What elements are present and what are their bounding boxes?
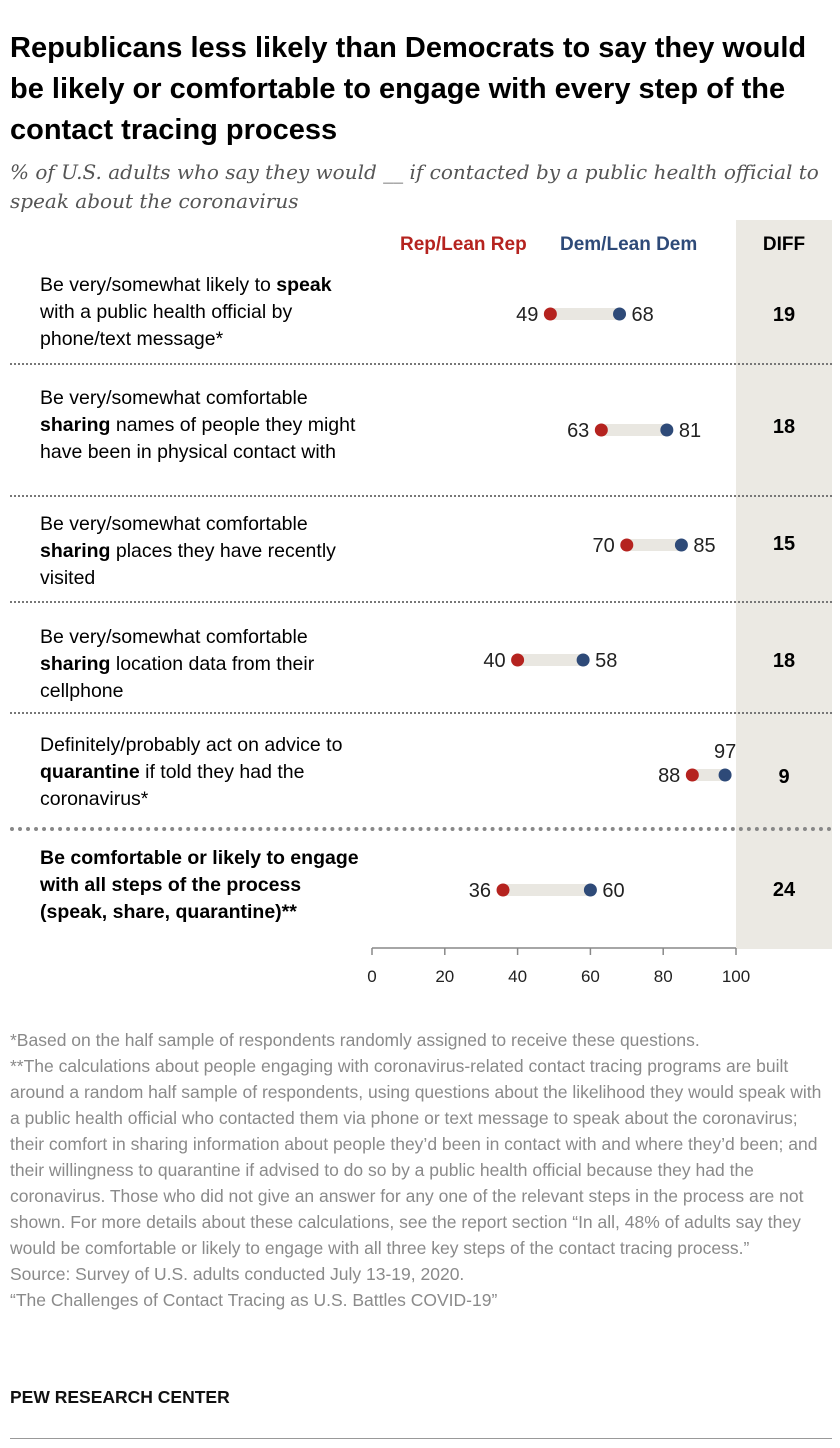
x-tick-label: 80 <box>654 967 673 986</box>
row-label-all-steps: Be comfortable or likely to engage with … <box>40 847 359 923</box>
dem-dot <box>674 538 688 552</box>
rep-value-label: 40 <box>483 650 505 672</box>
brand-logo-text: PEW RESEARCH CENTER <box>10 1387 230 1407</box>
row-separator <box>10 712 832 714</box>
dem-value-label: 81 <box>679 420 701 442</box>
diff-value: 18 <box>772 416 796 438</box>
row-label-sharing-names: Be very/somewhat comfortable sharing nam… <box>40 387 356 463</box>
summary-separator <box>10 827 832 831</box>
diff-value: 18 <box>772 650 796 672</box>
row-label-quarantine: Definitely/probably act on advice to qua… <box>40 734 343 810</box>
diff-header: DIFF <box>762 234 806 255</box>
dem-value-label: 85 <box>693 535 715 557</box>
legend-dem: Dem/Lean Dem <box>560 234 698 255</box>
rep-dot <box>496 883 510 897</box>
x-tick-label: 60 <box>581 967 600 986</box>
dem-dot <box>576 653 590 667</box>
chart-subtitle: % of U.S. adults who say they would __ i… <box>10 160 819 213</box>
dot-plot: 49 68 63 81 70 85 40 58 88 97 36 60 0 20 40 60 80 100 <box>367 304 750 986</box>
x-tick-label: 20 <box>435 967 454 986</box>
x-tick-label: 40 <box>508 967 527 986</box>
rep-dot <box>594 423 608 437</box>
dem-dot <box>718 768 732 782</box>
source-note: Source: Survey of U.S. adults conducted … <box>10 1264 465 1284</box>
chart-title: Republicans less likely than Democrats t… <box>10 32 807 146</box>
dem-value-label: 58 <box>595 650 617 672</box>
rep-dot <box>511 653 525 667</box>
row-separator <box>10 601 832 603</box>
row-label-sharing-places: Be very/somewhat comfortable sharing pla… <box>40 513 336 589</box>
footnotes: *Based on the half sample of respondents… <box>10 1027 835 1313</box>
row-separator <box>10 495 832 497</box>
row-separator <box>10 363 832 365</box>
legend-rep: Rep/Lean Rep <box>400 234 527 255</box>
rep-value-label: 36 <box>469 880 491 902</box>
rep-dot <box>685 768 699 782</box>
rep-value-label: 88 <box>658 765 680 787</box>
x-tick-label: 100 <box>722 967 750 986</box>
bottom-rule <box>10 1438 832 1439</box>
footnote-calculations: **The calculations about people engaging… <box>10 1056 822 1258</box>
dem-dot <box>583 883 597 897</box>
rep-dot <box>543 307 557 321</box>
footnote-half-sample: *Based on the half sample of respondents… <box>10 1030 700 1050</box>
diff-value: 15 <box>772 533 796 555</box>
report-title: “The Challenges of Contact Tracing as U.… <box>10 1290 498 1310</box>
rep-dot <box>620 538 634 552</box>
row-label-speak: Be very/somewhat likely to speak with a … <box>40 274 332 350</box>
row-label-sharing-location: Be very/somewhat comfortable sharing loc… <box>40 626 315 702</box>
diff-value: 19 <box>772 304 796 326</box>
rep-value-label: 49 <box>516 304 538 326</box>
dem-value-label: 97 <box>714 741 736 763</box>
dem-value-label: 60 <box>602 880 624 902</box>
dem-dot <box>613 307 627 321</box>
diff-value: 9 <box>778 766 790 788</box>
rep-value-label: 63 <box>567 420 589 442</box>
dem-value-label: 68 <box>632 304 654 326</box>
dem-dot <box>660 423 674 437</box>
x-tick-label: 0 <box>367 967 376 986</box>
rep-value-label: 70 <box>593 535 615 557</box>
diff-value: 24 <box>772 879 796 901</box>
